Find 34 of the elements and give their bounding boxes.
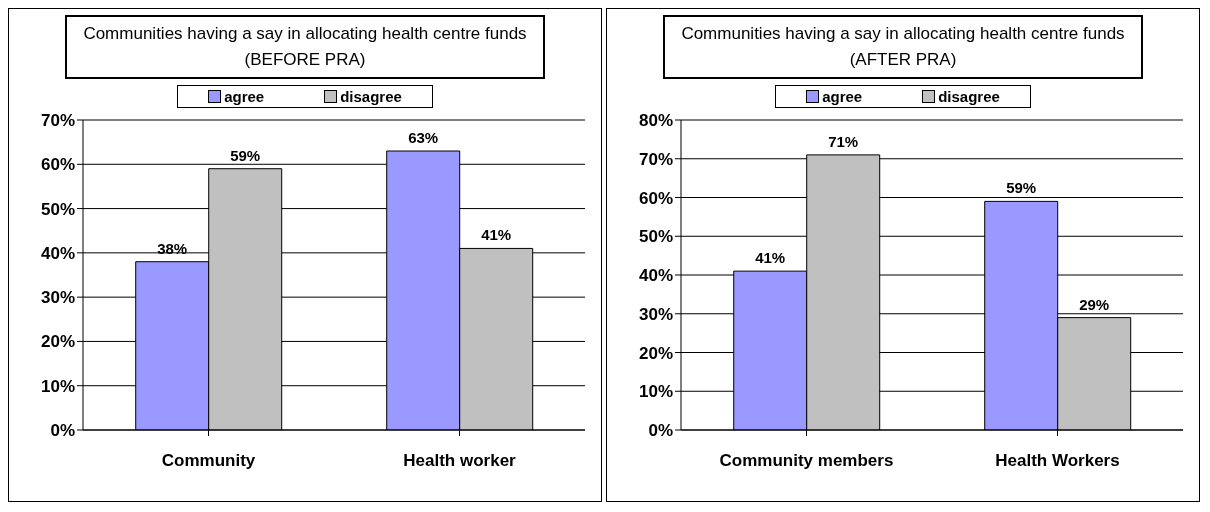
legend-label: agree	[223, 88, 265, 105]
chart-title: Communities having a say in allocating health centre funds (AFTER PRA)	[663, 15, 1143, 79]
y-tick-label: 20%	[638, 343, 673, 363]
x-tick-label: Health Workers	[995, 451, 1120, 471]
y-tick-label: 70%	[638, 149, 673, 169]
y-tick-label: 40%	[638, 266, 673, 286]
y-tick-label: 60%	[638, 188, 673, 208]
y-tick-label: 40%	[40, 243, 75, 263]
y-tick-label: 10%	[638, 382, 673, 402]
x-tick-label: Community members	[719, 451, 894, 471]
y-tick-label: 70%	[40, 111, 75, 131]
y-tick-label: 30%	[638, 304, 673, 324]
y-tick-label: 60%	[40, 155, 75, 175]
y-tick-label: 50%	[40, 199, 75, 219]
legend-label: agree	[821, 88, 863, 105]
chart-title: Communities having a say in allocating health centre funds (BEFORE PRA)	[65, 15, 545, 79]
x-tick-label: Health worker	[403, 451, 517, 471]
y-tick-label: 10%	[40, 376, 75, 396]
data-label: 59%	[230, 146, 261, 164]
data-label: 41%	[755, 249, 786, 267]
legend-label: disagree	[937, 88, 1000, 105]
y-tick-label: 80%	[638, 111, 673, 131]
data-label: 41%	[481, 226, 512, 244]
data-label: 59%	[1006, 179, 1037, 197]
y-tick-label: 0%	[648, 421, 673, 441]
legend-label: disagree	[339, 88, 402, 105]
x-tick-label: Community	[161, 451, 256, 471]
y-tick-label: 50%	[638, 227, 673, 247]
y-tick-label: 0%	[50, 421, 75, 441]
data-label: 71%	[828, 132, 859, 150]
y-tick-label: 30%	[40, 288, 75, 308]
data-label: 29%	[1079, 295, 1110, 313]
data-label: 63%	[408, 129, 439, 146]
y-tick-label: 20%	[40, 332, 75, 352]
